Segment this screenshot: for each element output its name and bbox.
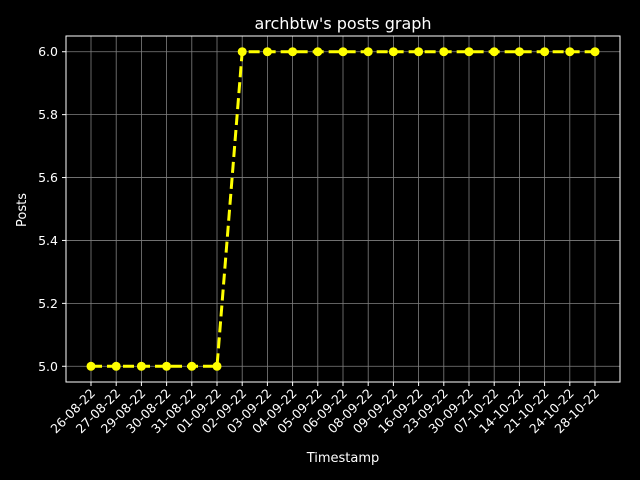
data-point	[489, 47, 499, 57]
y-tick-label: 5.0	[38, 359, 58, 374]
data-point	[136, 361, 146, 371]
data-point	[237, 47, 247, 57]
data-point	[514, 47, 524, 57]
y-tick-label: 6.0	[38, 44, 58, 59]
plot-frame	[65, 35, 621, 383]
x-axis-label: Timestamp	[306, 451, 380, 466]
data-point	[111, 361, 121, 371]
data-point	[363, 47, 373, 57]
data-point	[540, 47, 550, 57]
data-point	[565, 47, 575, 57]
plot-area	[86, 47, 600, 371]
data-point	[262, 47, 272, 57]
y-tick-label: 5.8	[38, 107, 58, 122]
data-point	[162, 361, 172, 371]
y-tick-label: 5.2	[38, 296, 58, 311]
y-tick-label: 5.4	[38, 233, 58, 248]
data-point	[388, 47, 398, 57]
data-point	[590, 47, 600, 57]
y-axis-label: Posts	[15, 193, 30, 227]
data-point	[338, 47, 348, 57]
grid	[66, 36, 620, 382]
data-point	[86, 361, 96, 371]
data-point	[464, 47, 474, 57]
data-point	[414, 47, 424, 57]
data-point	[439, 47, 449, 57]
y-tick-label: 5.6	[38, 170, 58, 185]
data-point	[212, 361, 222, 371]
data-point	[187, 361, 197, 371]
data-point	[313, 47, 323, 57]
series-line	[91, 50, 595, 368]
chart-title: archbtw's posts graph	[254, 14, 431, 33]
data-point	[288, 47, 298, 57]
